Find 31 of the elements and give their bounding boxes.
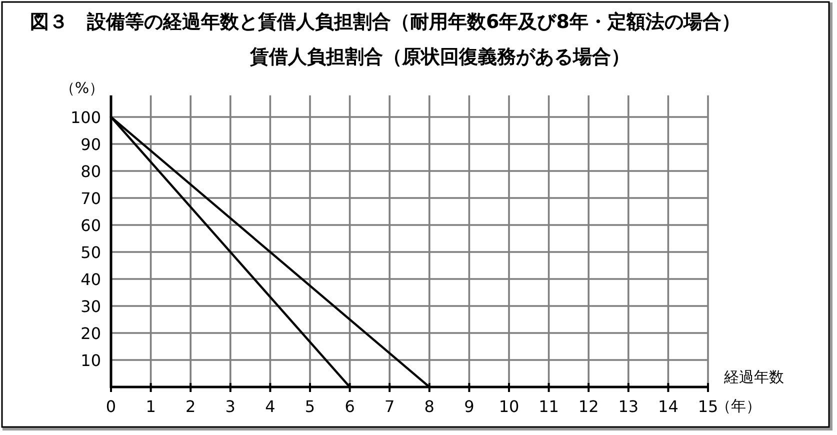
x-tick-label: 2	[186, 396, 196, 416]
y-tick-label: 70	[80, 188, 101, 208]
y-tick-label: 30	[80, 296, 101, 316]
y-tick-label: 60	[80, 216, 101, 234]
x-tick-label: 12	[578, 396, 599, 416]
xlabel: 経過年数	[724, 368, 784, 386]
y-tick-label: 50	[80, 242, 101, 262]
x-tick-label: 3	[225, 396, 236, 416]
annotation: （年）	[716, 397, 761, 415]
x-tick-label: 4	[265, 396, 276, 416]
x-tick-label: 11	[538, 396, 559, 416]
x-tick-label: 9	[464, 396, 474, 416]
x-tick-label: 0	[106, 396, 116, 416]
x-tick-label: 6	[344, 396, 355, 416]
y-tick-label: 10	[80, 350, 101, 370]
x-tick-label: 14	[658, 396, 678, 416]
x-tick-label: 10	[498, 396, 520, 416]
subtitle: 賃借人負担割合（原状回復義務がある場合）	[250, 46, 630, 68]
y-tick-label: 100	[70, 108, 101, 126]
title: 図３ 設備等の経過年数と賃借人負担割合（耐用年数6年及び8年・定額法の場合）	[30, 11, 740, 33]
y-tick-label: 80	[80, 162, 101, 180]
x-tick-label: 5	[304, 396, 316, 416]
x-tick-label: 15	[698, 396, 718, 416]
x-tick-label: 7	[384, 396, 395, 416]
y-tick-label: 40	[80, 270, 101, 288]
ylabel: （%）	[60, 79, 104, 97]
x-tick-label: 13	[618, 396, 639, 416]
y-tick-label: 20	[80, 324, 101, 342]
y-tick-label: 90	[80, 134, 101, 154]
x-tick-label: 1	[146, 396, 156, 416]
x-tick-label: 8	[424, 396, 434, 416]
